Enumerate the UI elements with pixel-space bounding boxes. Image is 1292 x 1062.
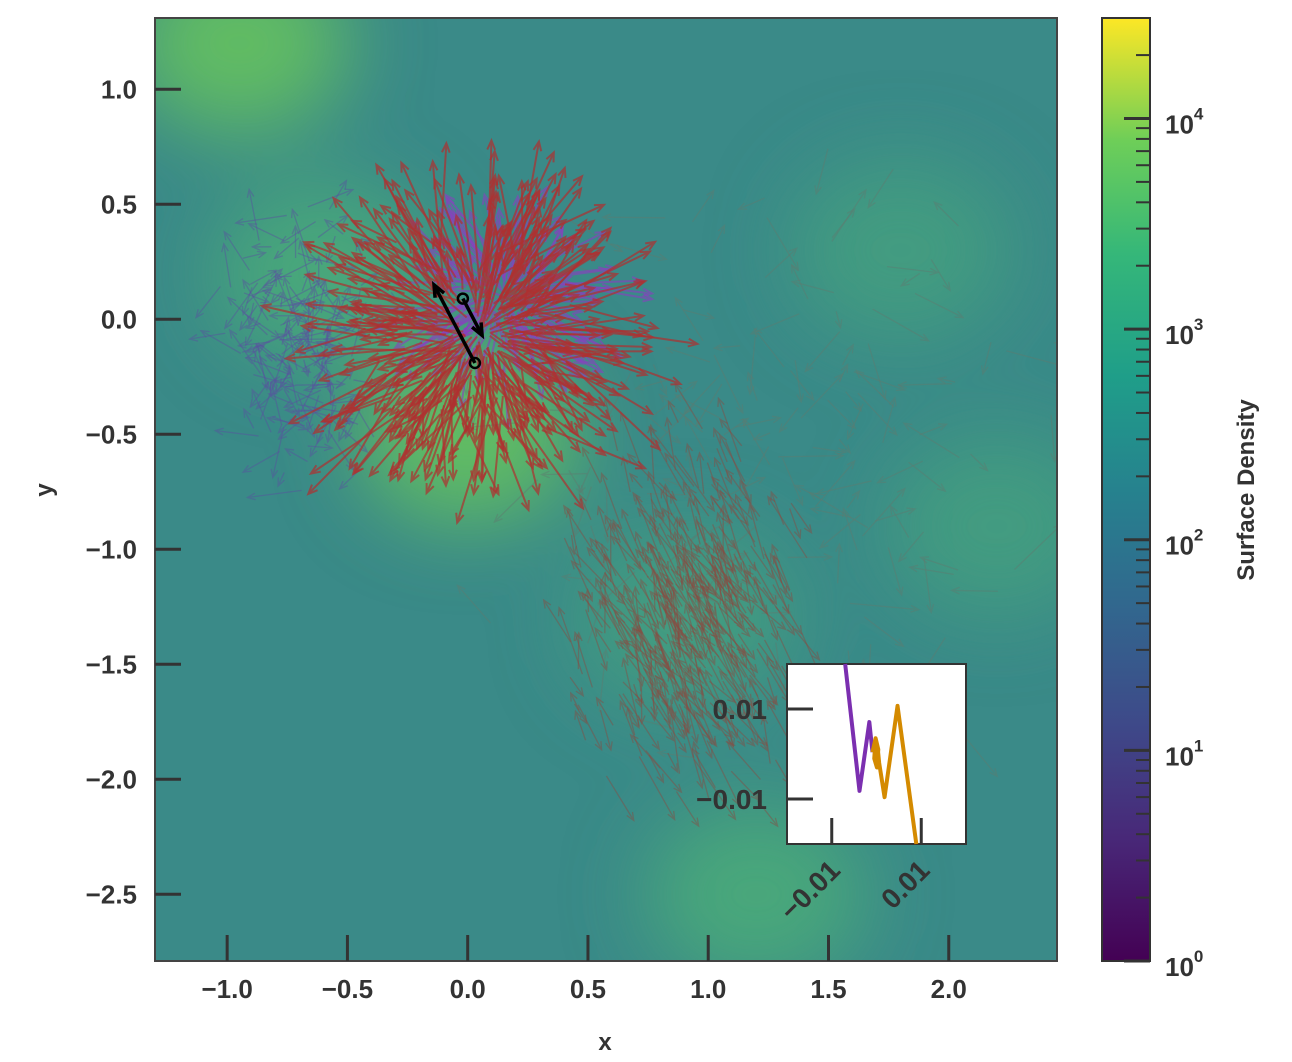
y-tick-label: 1.0: [101, 74, 137, 104]
colorbar-tick-base: 10: [1165, 741, 1194, 771]
x-axis-label: x: [598, 1029, 612, 1056]
colorbar-gradient: [1102, 18, 1150, 961]
y-tick-label: −1.5: [86, 649, 137, 679]
x-tick-label: 1.0: [690, 974, 726, 1004]
x-tick-label: 0.0: [450, 974, 486, 1004]
inset-y-tick-label: 0.01: [713, 694, 768, 725]
colorbar-tick-exponent: 2: [1194, 526, 1203, 545]
y-tick-label: 0.0: [101, 304, 137, 334]
colorbar-tick-label: 104: [1165, 104, 1204, 139]
colorbar-tick-base: 10: [1165, 952, 1194, 982]
colorbar-tick-base: 10: [1165, 320, 1194, 350]
colorbar-tick-exponent: 4: [1194, 104, 1204, 123]
x-tick-label: 2.0: [931, 974, 967, 1004]
colorbar-tick-base: 10: [1165, 531, 1194, 561]
colorbar-tick-base: 10: [1165, 109, 1194, 139]
density-ridge: [791, 160, 1011, 340]
colorbar-label: Surface Density: [1233, 399, 1260, 581]
gray-gas-arrow: [1054, 338, 1084, 345]
y-tick-label: −2.0: [86, 764, 137, 794]
y-tick-label: −0.5: [86, 419, 137, 449]
colorbar-tick-label: 100: [1165, 947, 1203, 982]
colorbar-tick-exponent: 1: [1194, 736, 1203, 755]
x-tick-label: 1.5: [810, 974, 846, 1004]
gray-gas-arrow: [1069, 240, 1076, 293]
x-tick-label: −0.5: [322, 974, 373, 1004]
y-tick-label: 0.5: [101, 189, 137, 219]
y-axis-label: y: [31, 483, 58, 497]
colorbar-tick-exponent: 3: [1194, 315, 1203, 334]
colorbar-tick-label: 101: [1165, 736, 1203, 771]
x-tick-label: −1.0: [201, 974, 252, 1004]
colorbar-tick-exponent: 0: [1194, 947, 1203, 966]
colorbar-tick-label: 102: [1165, 526, 1203, 561]
density-ridge: [887, 436, 1107, 616]
y-tick-label: −1.0: [86, 534, 137, 564]
y-tick-label: −2.5: [86, 879, 137, 909]
x-tick-label: 0.5: [570, 974, 606, 1004]
inset-y-tick-label: −0.01: [696, 784, 767, 815]
colorbar-tick-label: 103: [1165, 315, 1203, 350]
